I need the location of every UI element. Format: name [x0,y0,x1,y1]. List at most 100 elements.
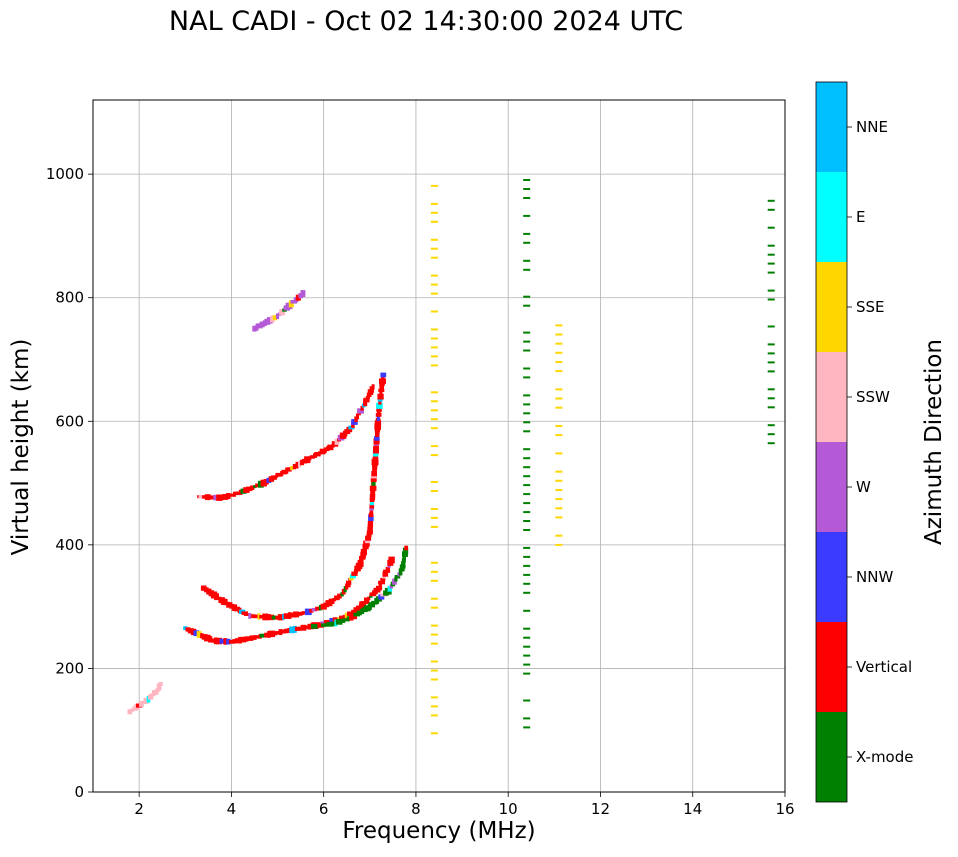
data-point [143,697,149,704]
data-point [309,608,314,613]
data-point [382,571,389,577]
colorbar-segment-w [816,442,847,532]
data-point [523,484,531,487]
data-point [193,630,200,637]
data-point [304,625,308,629]
data-point [372,469,377,473]
colorbar-tick-label: NNW [856,568,893,586]
data-point [430,696,438,699]
data-point [430,579,438,582]
data-point [353,612,360,617]
data-point [359,601,366,608]
data-point [430,714,438,717]
data-point [523,331,531,334]
data-point [326,622,333,627]
colorbar-segment-e [816,172,847,262]
data-point [523,627,531,630]
data-point [523,582,531,585]
data-point [349,577,354,581]
data-point [204,494,211,501]
data-point [430,561,438,564]
data-point [207,495,214,500]
data-point [555,342,563,345]
trace-9 [767,199,775,445]
data-point [347,611,353,616]
data-point [523,430,531,433]
data-point [399,567,405,572]
data-point [377,393,384,400]
trace-3 [197,384,375,501]
data-point [402,553,406,561]
data-point [430,481,438,483]
data-point [198,495,206,499]
data-point [767,325,775,328]
data-point [523,421,531,424]
data-point [375,433,380,438]
colorbar-tick-label: W [856,478,871,496]
data-point [523,376,531,379]
data-point [555,397,563,400]
data-point [270,315,275,323]
data-point [213,637,219,645]
data-point [367,596,371,601]
data-point [430,202,438,205]
data-point [368,512,374,518]
data-point [767,361,775,364]
data-point [275,615,280,620]
data-point [257,613,261,620]
data-point [430,211,438,214]
data-point [363,399,368,407]
data-point [767,424,775,427]
data-point [387,585,393,592]
colorbar-tick-label: SSW [856,388,890,406]
x-tick-label: 12 [591,800,610,818]
data-point [253,614,259,619]
data-point [346,616,350,622]
data-point [369,602,376,608]
data-point [327,444,334,451]
data-point [288,300,294,308]
data-point [555,479,563,482]
data-point [380,577,386,582]
data-point [555,351,563,354]
data-point [523,564,531,567]
y-tick-label: 600 [55,412,84,430]
x-tick-label: 4 [227,800,237,818]
x-tick-label: 2 [134,800,144,818]
y-tick-label: 400 [55,536,84,554]
data-point [430,364,438,367]
data-point [372,465,378,471]
data-point [223,638,228,645]
data-point [430,570,438,573]
data-point [295,461,299,469]
data-point [295,612,303,616]
data-point [363,397,370,403]
chart-title: NAL CADI - Oct 02 14:30:00 2024 UTC [168,6,684,37]
data-point [148,694,154,700]
data-point [430,490,438,492]
data-point [266,317,273,324]
data-point [523,546,531,549]
data-point [767,298,775,301]
data-point [370,491,376,498]
data-point [307,623,311,630]
data-point [430,678,438,681]
data-point [323,447,327,453]
data-point [376,585,383,591]
data-point [430,418,438,421]
data-point [394,576,398,582]
data-point [767,253,775,256]
data-point [430,238,438,241]
data-point [430,516,438,519]
data-point [254,635,261,639]
data-point [268,614,275,621]
data-point [430,292,438,295]
data-point [371,488,375,495]
data-point [404,545,408,551]
data-point [318,604,323,611]
data-point [430,624,438,627]
data-point [430,597,438,600]
data-point [380,372,387,378]
data-point [767,397,775,400]
data-point [555,543,563,546]
